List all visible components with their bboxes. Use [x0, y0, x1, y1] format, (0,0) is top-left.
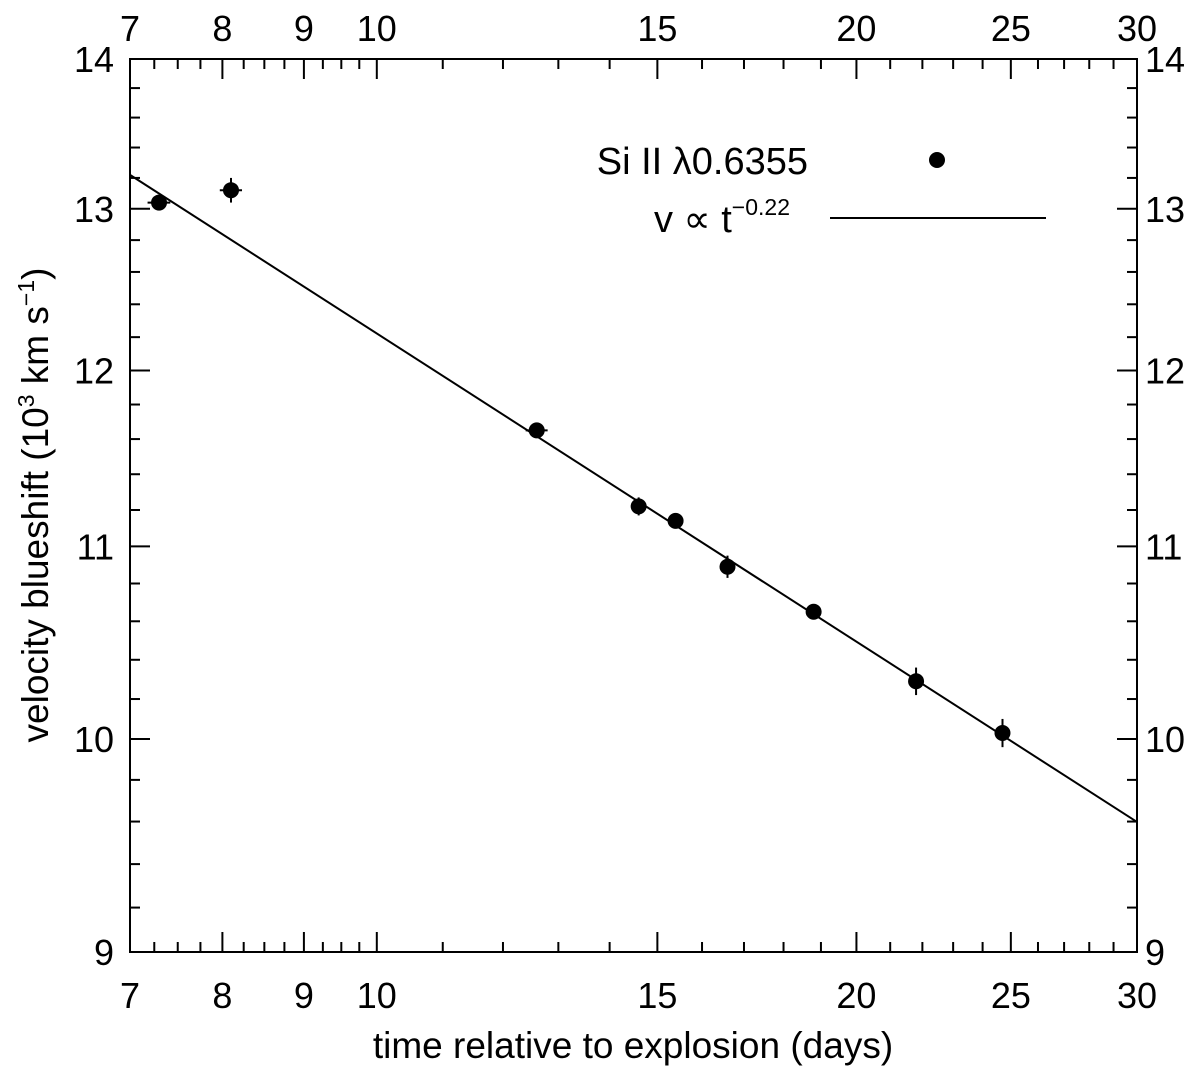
y-tick-label-right: 14 — [1145, 39, 1185, 80]
legend-marker-circle — [929, 152, 945, 168]
y-axis-title-exp2: −1 — [13, 280, 39, 306]
axis-ticks — [129, 58, 1138, 953]
x-tick-label-bottom: 8 — [212, 975, 232, 1016]
data-point — [994, 718, 1011, 748]
data-point-marker — [222, 182, 239, 199]
x-tick-label-bottom: 20 — [836, 975, 876, 1016]
y-axis-title-prefix: velocity blueshift (10 — [15, 407, 56, 742]
data-point — [908, 667, 925, 696]
data-point-marker — [630, 498, 647, 515]
x-tick-label-bottom: 9 — [294, 975, 314, 1016]
y-tick-label-right: 13 — [1145, 189, 1185, 230]
data-point — [630, 497, 647, 516]
data-point-marker — [805, 603, 822, 620]
data-point — [147, 194, 171, 211]
x-tick-label-top: 15 — [637, 8, 677, 49]
y-axis-title-suffix: ) — [15, 268, 56, 280]
x-tick-label-top: 7 — [120, 8, 140, 49]
x-axis-title: time relative to explosion (days) — [373, 1025, 893, 1066]
data-point-marker — [667, 512, 684, 529]
x-tick-label-top: 25 — [991, 8, 1031, 49]
x-tick-label-bottom: 30 — [1117, 975, 1157, 1016]
data-point-marker — [719, 558, 736, 575]
x-tick-label-bottom: 10 — [357, 975, 397, 1016]
x-tick-label-top: 30 — [1117, 8, 1157, 49]
y-tick-label-left: 10 — [74, 719, 114, 760]
x-tick-label-bottom: 15 — [637, 975, 677, 1016]
legend-fit-exponent: −0.22 — [732, 194, 790, 220]
fit-line-layer — [129, 174, 1138, 823]
data-point — [525, 422, 548, 439]
data-point — [667, 512, 684, 529]
y-axis-title: velocity blueshift (103 km s−1) — [13, 268, 56, 743]
data-point — [719, 555, 736, 578]
y-tick-label-left: 14 — [74, 39, 114, 80]
data-point — [219, 177, 243, 203]
data-point-marker — [994, 724, 1011, 741]
x-tick-label-top: 10 — [357, 8, 397, 49]
legend-label-si-ii: Si II λ0.6355 — [597, 141, 808, 183]
y-tick-label-right: 9 — [1145, 932, 1165, 973]
legend: Si II λ0.6355 v ∝ t−0.22 — [597, 141, 1046, 241]
y-tick-label-right: 11 — [1145, 526, 1182, 567]
data-point-marker — [528, 422, 545, 439]
y-axis-title-exp1: 3 — [13, 394, 39, 407]
y-tick-label-left: 12 — [74, 351, 114, 392]
x-tick-label-top: 20 — [836, 8, 876, 49]
x-tick-label-top: 9 — [294, 8, 314, 49]
legend-label-fit: v ∝ t−0.22 — [654, 194, 790, 241]
y-tick-label-left: 11 — [77, 526, 114, 567]
x-tick-label-bottom: 7 — [120, 975, 140, 1016]
data-point-marker — [908, 673, 925, 690]
y-tick-label-left: 13 — [74, 189, 114, 230]
data-point-marker — [151, 194, 168, 211]
y-tick-label-right: 10 — [1145, 719, 1185, 760]
y-tick-label-left: 9 — [94, 932, 114, 973]
fit-line — [129, 174, 1138, 823]
legend-fit-base: v ∝ t — [654, 199, 732, 241]
y-tick-label-right: 12 — [1145, 351, 1185, 392]
x-tick-label-bottom: 25 — [991, 975, 1031, 1016]
y-axis-title-mid: km s — [15, 306, 56, 394]
x-tick-label-top: 8 — [212, 8, 232, 49]
plot-frame — [129, 58, 1138, 953]
data-point — [805, 603, 822, 620]
data-points-layer — [147, 177, 1011, 748]
